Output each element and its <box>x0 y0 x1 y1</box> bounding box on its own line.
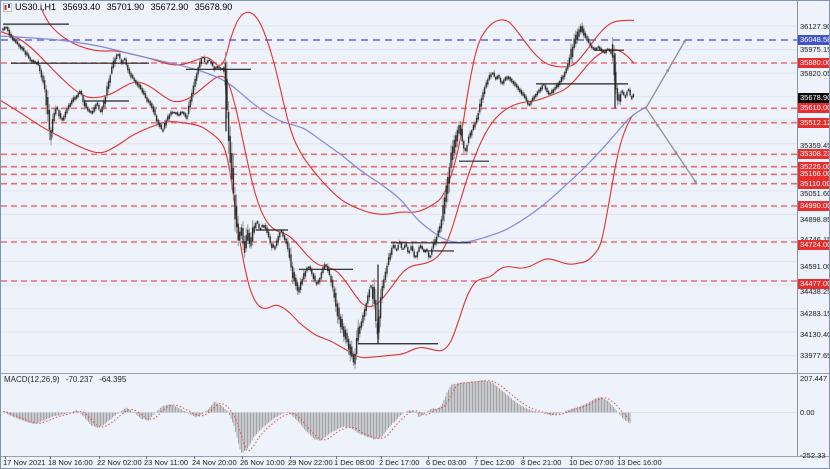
price-axis-label: 34990.00 <box>798 201 830 211</box>
time-axis-label: 22 Nov 02:00 <box>97 458 142 467</box>
time-tick <box>336 456 337 459</box>
time-tick <box>99 456 100 459</box>
time-axis-label: 1 Dec 08:00 <box>334 458 375 467</box>
time-tick <box>381 456 382 459</box>
time-tick <box>476 456 477 459</box>
macd-scale-label: -252.33 <box>800 450 826 460</box>
close-value: 35678.90 <box>194 2 233 12</box>
price-axis-label: 35610.00 <box>798 103 830 114</box>
price-axis-label: 34591.00 <box>800 261 830 271</box>
macd-scale-label: 0.00 <box>800 408 815 417</box>
price-axis-label: 36048.58 <box>798 35 830 45</box>
lower-band-line[interactable] <box>1 100 635 359</box>
symbol-period-label: US30.i,H1 <box>15 2 57 12</box>
main-chart[interactable] <box>1 1 797 373</box>
time-axis-label: 17 Nov 2021 <box>3 458 46 467</box>
price-axis-label: 35820.05 <box>800 68 830 78</box>
macd-signal-line <box>2 380 632 452</box>
low-value: 35672.90 <box>150 2 189 12</box>
macd-main-value: -70.237 <box>65 375 93 384</box>
price-axis[interactable]: 36127.90 36048.58 35975.15 35880.00 35820.05… <box>798 1 830 460</box>
price-axis-label: 35975.15 <box>800 45 830 54</box>
time-axis-label: 10 Dec 07:00 <box>569 458 614 467</box>
trend-arrow[interactable] <box>645 107 698 185</box>
time-tick <box>428 456 429 459</box>
price-axis-label: 34477.00 <box>798 278 830 289</box>
current-price-label: 35678.90 <box>798 92 830 103</box>
time-tick <box>50 456 51 459</box>
time-axis-label: 29 Nov 22:00 <box>288 458 333 467</box>
price-axis-label: 35110.00 <box>798 178 830 189</box>
price-axis-label: 34898.85 <box>800 214 830 224</box>
time-tick <box>242 456 243 459</box>
price-axis-label: 35880.00 <box>798 58 830 68</box>
price-axis-label: 34746.15 <box>800 235 829 244</box>
price-axis-label: 34724.00 <box>798 240 830 250</box>
price-axis-label: 35051.60 <box>800 189 830 199</box>
macd-signal-value: -64.395 <box>99 375 127 384</box>
price-axis-label: 35166.00 <box>798 169 830 180</box>
time-axis-label: 23 Nov 11:00 <box>144 458 189 467</box>
time-tick <box>146 456 147 459</box>
time-tick <box>571 456 572 459</box>
middle-band-line[interactable] <box>1 31 635 308</box>
chart-icon <box>3 3 12 12</box>
high-value: 35701.90 <box>106 2 145 12</box>
time-axis-label: 24 Nov 20:00 <box>192 458 237 467</box>
macd-histogram <box>2 380 631 453</box>
axis-divider[interactable] <box>797 1 798 456</box>
time-tick <box>523 456 524 459</box>
price-axis-label: 35359.45 <box>800 141 830 151</box>
time-tick <box>194 456 195 459</box>
price-axis-label: 35512.12 <box>798 117 830 128</box>
time-axis[interactable]: 17 Nov 2021 18 Nov 16:00 22 Nov 02:00 23 No… <box>1 456 829 468</box>
macd-indicator-label: MACD(12,26,9) -70.237 -64.395 <box>4 375 130 384</box>
time-tick <box>5 456 6 459</box>
time-axis-label: 6 Dec 03:00 <box>426 458 467 467</box>
time-axis-label: 18 Nov 16:00 <box>48 458 93 467</box>
time-tick <box>290 456 291 459</box>
panel-divider[interactable] <box>1 373 829 374</box>
price-axis-label: 34438.25 <box>800 287 830 297</box>
price-axis-label: 35226.00 <box>798 161 830 172</box>
price-axis-label: 36127.90 <box>800 21 830 31</box>
time-axis-label: 13 Dec 16:00 <box>617 458 662 467</box>
price-axis-label: 34130.40 <box>800 329 830 339</box>
macd-scale-label: 207.447 <box>800 374 828 384</box>
open-value: 35693.40 <box>62 2 101 12</box>
time-axis-label: 8 Dec 21:00 <box>521 458 562 467</box>
chart-title: US30.i,H1 35693.40 35701.90 35672.90 356… <box>15 2 236 12</box>
time-tick <box>619 456 620 459</box>
macd-panel[interactable] <box>1 374 797 456</box>
price-axis-label: 35308.23 <box>798 149 830 160</box>
macd-name: MACD(12,26,9) <box>4 375 60 384</box>
price-axis-label: 33977.65 <box>800 350 830 360</box>
time-axis-label: 7 Dec 12:00 <box>474 458 515 467</box>
panel-divider[interactable] <box>1 456 829 457</box>
trend-arrow[interactable] <box>645 38 687 109</box>
time-axis-label: 2 Dec 17:00 <box>379 458 420 467</box>
time-axis-label: 26 Nov 10:00 <box>240 458 285 467</box>
price-axis-label: 34283.15 <box>800 308 830 318</box>
